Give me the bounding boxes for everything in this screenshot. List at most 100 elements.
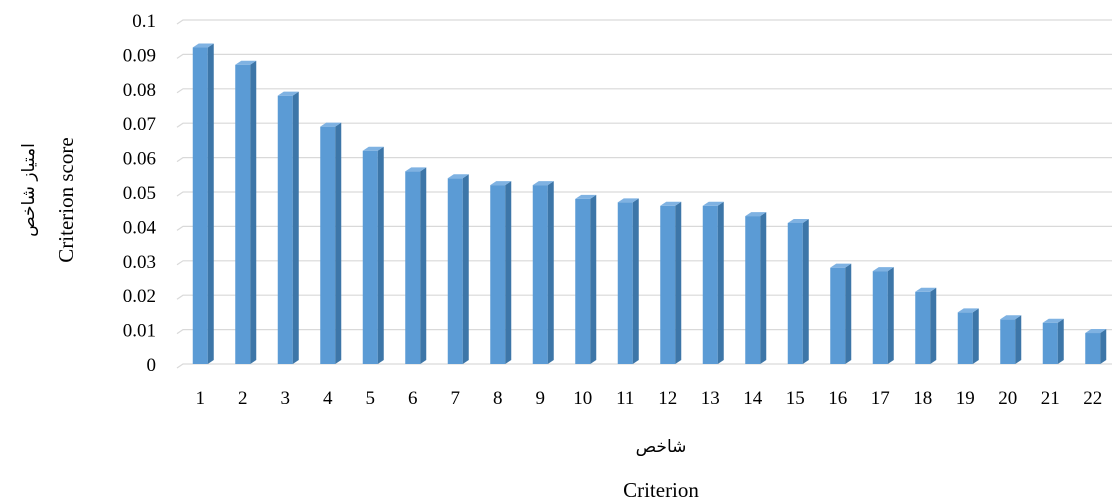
gridline — [177, 123, 1112, 127]
bar — [660, 202, 681, 364]
bar — [1043, 319, 1064, 364]
bar-side — [378, 147, 384, 364]
bar-front — [1043, 323, 1058, 364]
y-tick-label: 0.08 — [123, 80, 156, 101]
x-tick-label: 8 — [493, 388, 503, 409]
y-tick-label: 0 — [147, 355, 157, 376]
bar-front — [1085, 333, 1100, 364]
bar-front — [448, 178, 463, 364]
x-axis-title-persian: شاخص — [636, 437, 687, 457]
gridline — [177, 54, 1112, 58]
bar-side — [420, 167, 426, 364]
bar — [788, 219, 809, 364]
x-tick-label: 11 — [616, 388, 634, 409]
bar-side — [718, 202, 724, 364]
bar-front — [193, 48, 208, 364]
bar — [745, 212, 766, 364]
bar — [363, 147, 384, 364]
x-tick-label: 15 — [786, 388, 805, 409]
y-axis-title: Criterion score — [54, 137, 78, 262]
bar-side — [760, 212, 766, 364]
bar — [873, 267, 894, 364]
y-axis-title-persian: امتیاز شاخص — [19, 143, 39, 237]
bar — [958, 308, 979, 364]
bar-side — [803, 219, 809, 364]
y-tick-label: 0.1 — [132, 11, 156, 32]
x-tick-label: 21 — [1041, 388, 1060, 409]
bar-side — [505, 181, 511, 364]
x-tick-label: 12 — [658, 388, 677, 409]
bars — [193, 44, 1107, 364]
bar-side — [633, 198, 639, 364]
gridline — [177, 364, 1112, 368]
bar — [1085, 329, 1106, 364]
x-axis-title: Criterion — [623, 478, 699, 502]
x-tick-label: 7 — [451, 388, 461, 409]
bar-front — [575, 199, 590, 364]
x-tick-label: 6 — [408, 388, 418, 409]
bar — [278, 92, 299, 364]
bar — [703, 202, 724, 364]
gridline — [177, 295, 1112, 299]
bar-side — [930, 288, 936, 364]
bar-front — [235, 65, 250, 364]
bar-side — [888, 267, 894, 364]
y-tick-label: 0.06 — [123, 149, 156, 170]
x-tick-label: 3 — [281, 388, 291, 409]
x-tick-label: 4 — [323, 388, 333, 409]
bar-side — [1058, 319, 1064, 364]
bar-side — [845, 264, 851, 364]
bar-front — [363, 151, 378, 364]
bar — [533, 181, 554, 364]
x-tick-label: 22 — [1083, 388, 1102, 409]
gridline — [177, 20, 1112, 24]
x-tick-labels: 1 2 3 4 5 6 7 8 9 10 11 12 13 14 15 16 17 18 19 20 21 22 — [196, 388, 1103, 409]
bar-front — [490, 185, 505, 364]
x-tick-label: 1 — [196, 388, 206, 409]
bar-side — [1015, 315, 1021, 364]
x-tick-label: 16 — [828, 388, 847, 409]
x-tick-label: 10 — [573, 388, 592, 409]
bar-side — [590, 195, 596, 364]
bar-side — [208, 44, 214, 364]
bar — [235, 61, 256, 364]
bar-side — [293, 92, 299, 364]
bar — [830, 264, 851, 364]
bar-side — [1100, 329, 1106, 364]
x-tick-label: 19 — [956, 388, 975, 409]
gridline — [177, 261, 1112, 265]
bar — [193, 44, 214, 364]
bar — [915, 288, 936, 364]
x-tick-label: 2 — [238, 388, 248, 409]
bar-front — [873, 271, 888, 364]
x-tick-label: 9 — [536, 388, 546, 409]
y-tick-label: 0.04 — [123, 217, 157, 238]
bar — [575, 195, 596, 364]
y-tick-label: 0.07 — [123, 114, 156, 135]
bar-front — [958, 312, 973, 364]
x-tick-label: 20 — [998, 388, 1017, 409]
x-tick-label: 5 — [366, 388, 376, 409]
bar-front — [533, 185, 548, 364]
bar — [1000, 315, 1021, 364]
x-tick-label: 18 — [913, 388, 932, 409]
bar-side — [335, 123, 341, 364]
y-tick-labels: 0 0.01 0.02 0.03 0.04 0.05 0.06 0.07 0.08 0.09 0.1 — [123, 11, 157, 376]
bar-front — [278, 96, 293, 364]
y-tick-label: 0.02 — [123, 286, 156, 307]
bar-front — [320, 127, 335, 364]
x-tick-label: 17 — [871, 388, 890, 409]
bar — [490, 181, 511, 364]
gridline — [177, 192, 1112, 196]
gridline — [177, 158, 1112, 162]
y-tick-label: 0.03 — [123, 252, 156, 273]
bar-front — [405, 171, 420, 364]
bar — [448, 174, 469, 364]
bar-side — [250, 61, 256, 364]
gridline — [177, 226, 1112, 230]
bar-front — [830, 268, 845, 364]
gridline — [177, 89, 1112, 93]
bar — [320, 123, 341, 364]
bar-front — [1000, 319, 1015, 364]
